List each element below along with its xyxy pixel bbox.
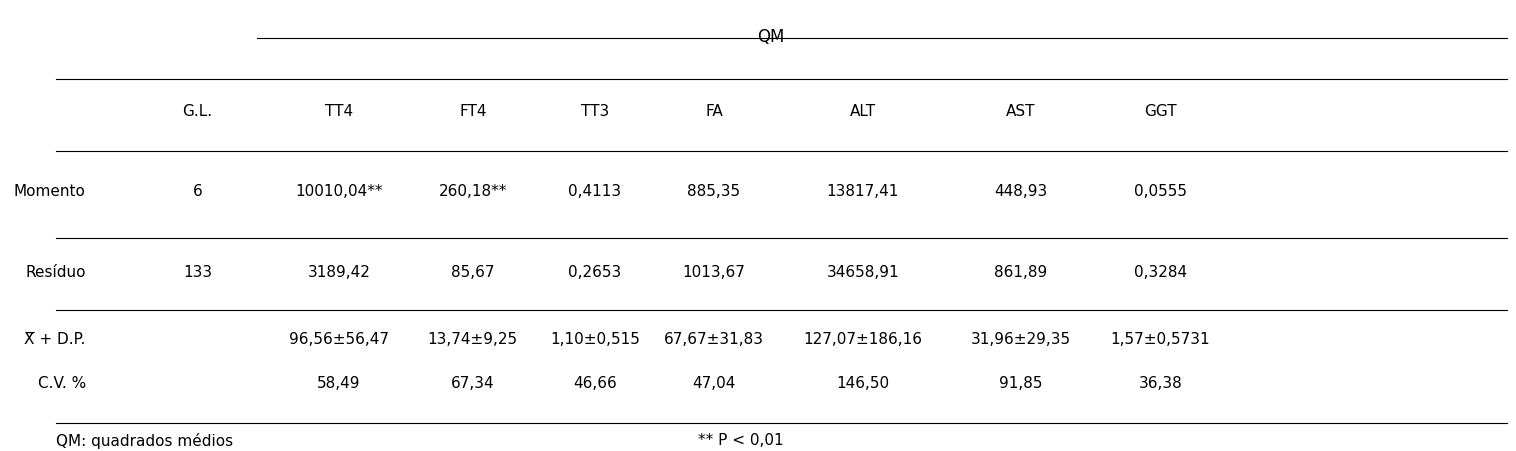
Text: 3189,42: 3189,42 <box>308 264 370 280</box>
Text: 861,89: 861,89 <box>994 264 1048 280</box>
Text: 0,0555: 0,0555 <box>1134 184 1187 199</box>
Text: 6: 6 <box>193 184 202 199</box>
Text: 1,10±0,515: 1,10±0,515 <box>550 331 640 346</box>
Text: 10010,04**: 10010,04** <box>296 184 382 199</box>
Text: 85,67: 85,67 <box>452 264 494 280</box>
Text: QM: QM <box>756 28 784 46</box>
Text: FT4: FT4 <box>459 103 487 119</box>
Text: 96,56±56,47: 96,56±56,47 <box>290 331 388 346</box>
Text: 260,18**: 260,18** <box>438 184 506 199</box>
Text: 127,07±186,16: 127,07±186,16 <box>803 331 922 346</box>
Text: 58,49: 58,49 <box>317 375 361 390</box>
Text: Momento: Momento <box>14 184 86 199</box>
Text: 1013,67: 1013,67 <box>682 264 746 280</box>
Text: 13817,41: 13817,41 <box>826 184 899 199</box>
Text: 448,93: 448,93 <box>994 184 1048 199</box>
Text: 67,67±31,83: 67,67±31,83 <box>664 331 764 346</box>
Text: FA: FA <box>705 103 723 119</box>
Text: TT3: TT3 <box>581 103 609 119</box>
Text: 31,96±29,35: 31,96±29,35 <box>970 331 1070 346</box>
Text: ALT: ALT <box>849 103 876 119</box>
Text: 0,3284: 0,3284 <box>1134 264 1187 280</box>
Text: 133: 133 <box>183 264 212 280</box>
Text: 67,34: 67,34 <box>450 375 494 390</box>
Text: 0,2653: 0,2653 <box>568 264 622 280</box>
Text: X̅ + D.P.: X̅ + D.P. <box>24 331 86 346</box>
Text: 13,74±9,25: 13,74±9,25 <box>428 331 518 346</box>
Text: ** P < 0,01: ** P < 0,01 <box>697 432 784 447</box>
Text: TT4: TT4 <box>324 103 353 119</box>
Text: 146,50: 146,50 <box>837 375 890 390</box>
Text: 36,38: 36,38 <box>1139 375 1182 390</box>
Text: 91,85: 91,85 <box>999 375 1041 390</box>
Text: C.V. %: C.V. % <box>38 375 86 390</box>
Text: Resíduo: Resíduo <box>26 264 86 280</box>
Text: G.L.: G.L. <box>182 103 212 119</box>
Text: 34658,91: 34658,91 <box>826 264 899 280</box>
Text: GGT: GGT <box>1145 103 1176 119</box>
Text: 1,57±0,5731: 1,57±0,5731 <box>1111 331 1210 346</box>
Text: 885,35: 885,35 <box>687 184 740 199</box>
Text: 47,04: 47,04 <box>693 375 735 390</box>
Text: AST: AST <box>1005 103 1035 119</box>
Text: 46,66: 46,66 <box>573 375 617 390</box>
Text: 0,4113: 0,4113 <box>568 184 622 199</box>
Text: QM: quadrados médios: QM: quadrados médios <box>56 432 233 447</box>
